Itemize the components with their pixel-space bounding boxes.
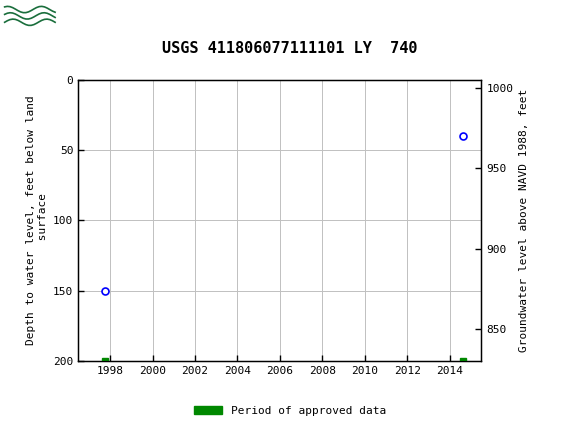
- FancyBboxPatch shape: [3, 3, 58, 29]
- Text: USGS: USGS: [61, 7, 112, 25]
- Legend: Period of approved data: Period of approved data: [190, 401, 390, 420]
- Text: USGS 411806077111101 LY  740: USGS 411806077111101 LY 740: [162, 41, 418, 56]
- Y-axis label: Groundwater level above NAVD 1988, feet: Groundwater level above NAVD 1988, feet: [519, 89, 529, 352]
- Y-axis label: Depth to water level, feet below land
 surface: Depth to water level, feet below land su…: [26, 95, 48, 345]
